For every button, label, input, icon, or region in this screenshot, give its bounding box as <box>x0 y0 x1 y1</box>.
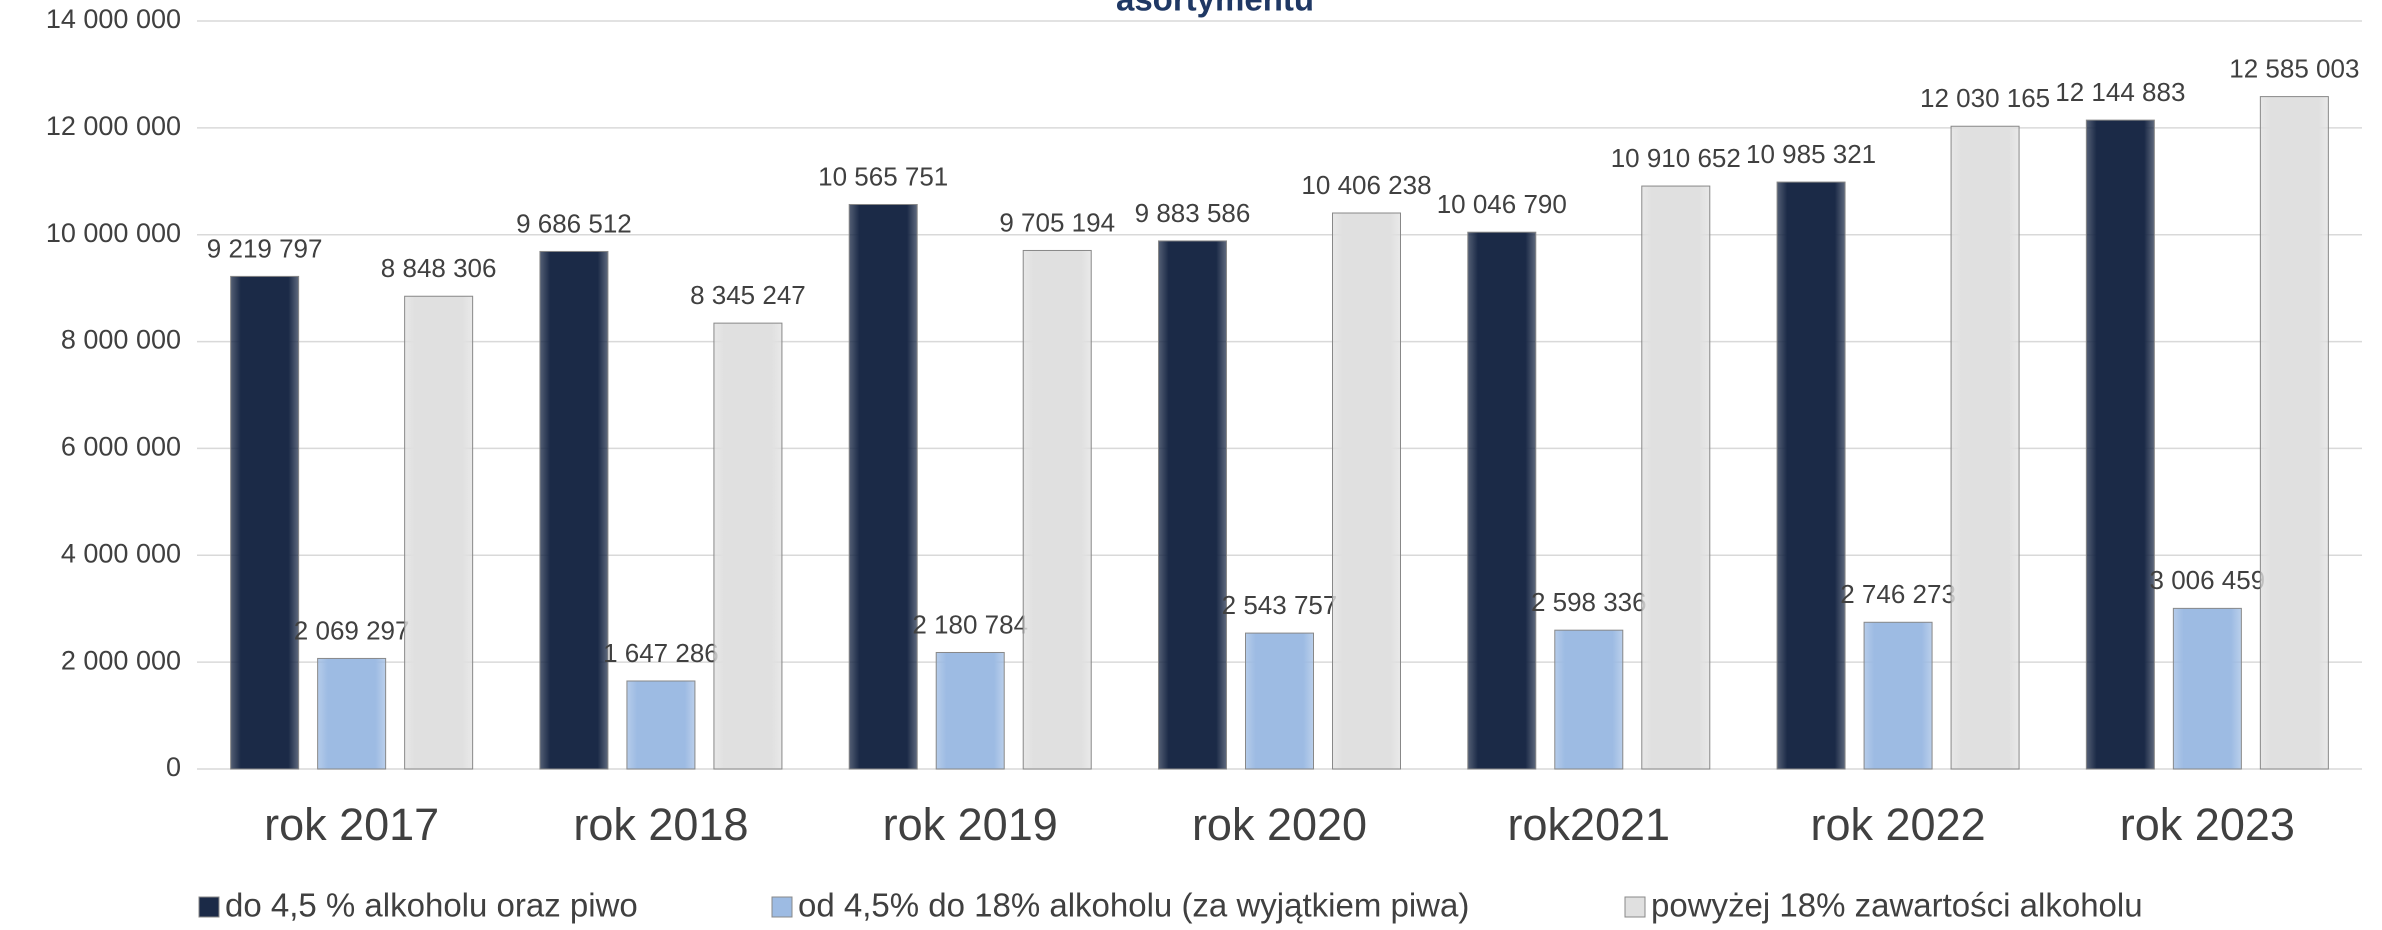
bar <box>848 203 918 770</box>
value-label: 9 705 194 <box>999 207 1115 237</box>
value-label: 9 219 797 <box>207 233 323 263</box>
legend-marker <box>198 896 220 918</box>
x-tick-label: rok 2019 <box>883 799 1058 850</box>
bar <box>1950 125 2020 770</box>
value-label: 10 910 652 <box>1611 143 1741 173</box>
value-label: 12 030 165 <box>1920 83 2050 113</box>
value-label: 2 746 273 <box>1840 579 1956 609</box>
y-tick-label: 6 000 000 <box>61 432 181 462</box>
value-label: 2 069 297 <box>294 615 410 645</box>
value-label: 10 985 321 <box>1746 139 1876 169</box>
value-label: 10 406 238 <box>1301 170 1431 200</box>
value-label: 2 180 784 <box>912 609 1028 639</box>
x-tick-label: rok2021 <box>1507 799 1670 850</box>
bar <box>2259 96 2329 770</box>
bar <box>230 275 300 770</box>
y-tick-label: 10 000 000 <box>46 218 181 248</box>
legend-label: do 4,5 % alkoholu oraz piwo <box>225 887 638 924</box>
bar <box>404 295 474 770</box>
bar <box>1467 231 1537 770</box>
y-tick-label: 0 <box>166 752 181 782</box>
bar <box>317 657 387 770</box>
bar <box>626 680 696 770</box>
value-label: 2 543 757 <box>1222 590 1338 620</box>
bar <box>713 322 783 770</box>
bar <box>2172 607 2242 770</box>
value-label: 8 848 306 <box>381 253 497 283</box>
value-label: 9 686 512 <box>516 208 632 238</box>
y-tick-label: 14 000 000 <box>46 4 181 34</box>
legend-label: powyżej 18% zawartości alkoholu <box>1651 887 2143 924</box>
value-label: 1 647 286 <box>603 638 719 668</box>
bar <box>1332 212 1401 770</box>
value-label: 10 565 751 <box>818 161 948 191</box>
x-tick-label: rok 2017 <box>264 799 439 850</box>
y-tick-label: 2 000 000 <box>61 645 181 675</box>
value-label: 10 046 790 <box>1437 189 1567 219</box>
x-tick-label: rok 2018 <box>573 799 748 850</box>
legend-marker <box>1624 896 1646 918</box>
bar <box>1776 181 1846 770</box>
bar <box>539 250 609 770</box>
bar <box>1158 240 1227 770</box>
value-label: 9 883 586 <box>1135 198 1251 228</box>
y-tick-label: 4 000 000 <box>61 538 181 568</box>
value-label: 12 585 003 <box>2229 53 2359 83</box>
value-label: 2 598 336 <box>1531 587 1647 617</box>
chart-title: asortymentu <box>1116 0 1314 18</box>
bar <box>1245 632 1314 770</box>
x-tick-label: rok 2020 <box>1192 799 1367 850</box>
bar <box>935 651 1005 770</box>
value-label: 3 006 459 <box>2150 565 2266 595</box>
y-tick-label: 8 000 000 <box>61 325 181 355</box>
bar <box>1863 621 1933 770</box>
y-tick-label: 12 000 000 <box>46 111 181 141</box>
bar <box>1022 249 1092 770</box>
value-label: 8 345 247 <box>690 280 806 310</box>
bar <box>2085 119 2155 770</box>
legend-marker <box>771 896 793 918</box>
bar <box>1554 629 1624 770</box>
value-label: 12 144 883 <box>2055 77 2185 107</box>
bar <box>1641 185 1711 770</box>
legend-label: od 4,5% do 18% alkoholu (za wyjątkiem pi… <box>798 887 1469 924</box>
x-tick-label: rok 2022 <box>1811 799 1986 850</box>
x-tick-label: rok 2023 <box>2120 799 2295 850</box>
